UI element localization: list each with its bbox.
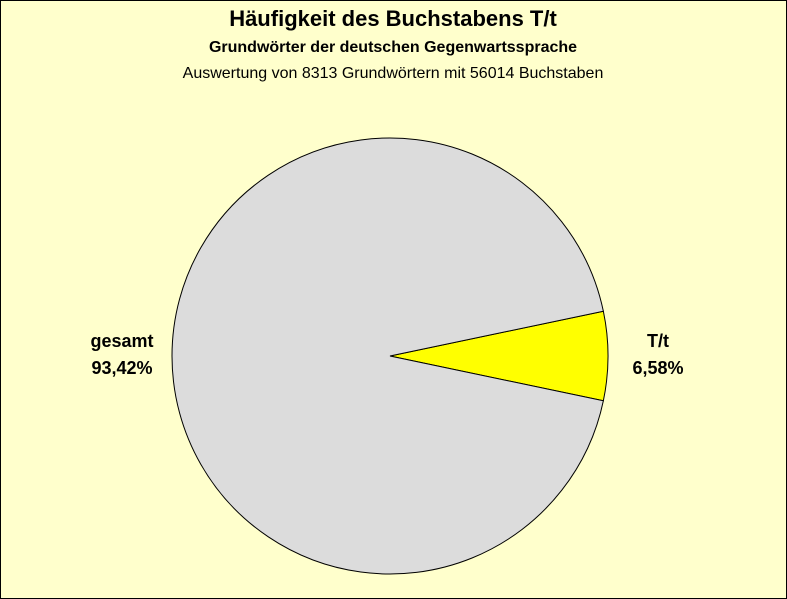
pie-slice: [171, 137, 604, 575]
slice-label: T/t: [647, 331, 669, 351]
chart-title: Häufigkeit des Buchstabens T/t: [229, 6, 557, 31]
slice-label: gesamt: [90, 331, 153, 351]
chart-subtitle: Grundwörter der deutschen Gegenwartsspra…: [209, 39, 577, 56]
slice-value-label: 93,42%: [91, 358, 152, 378]
chart-caption: Auswertung von 8313 Grundwörtern mit 560…: [183, 65, 604, 82]
slice-value-label: 6,58%: [632, 358, 683, 378]
